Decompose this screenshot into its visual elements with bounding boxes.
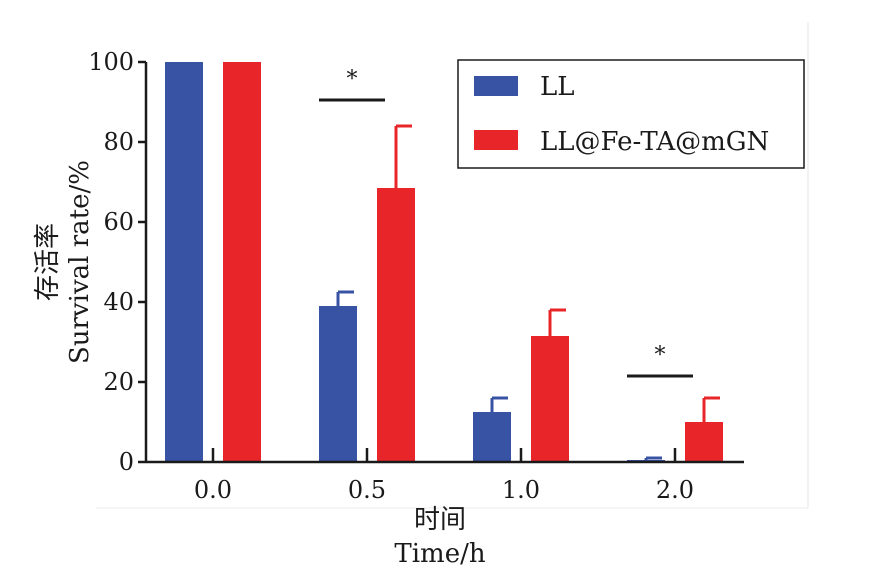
error-bars-layer <box>336 124 720 460</box>
legend-label-ll-fe-ta-mgn: LL@Fe-TA@mGN <box>540 127 769 157</box>
bar-series0-0.0 <box>165 62 203 462</box>
x-tick-label-2.0: 2.0 <box>656 476 694 504</box>
bar-series0-0.5 <box>319 306 357 462</box>
x-tick-label-0.0: 0.0 <box>194 476 232 504</box>
y-tick-label-60: 60 <box>103 208 134 236</box>
x-ticks: 0.0 0.5 1.0 2.0 <box>194 448 694 504</box>
significance-star-0.5: * <box>347 67 358 92</box>
x-axis-label-en: Time/h <box>394 539 485 569</box>
x-axis-label-cn: 时间 <box>414 505 466 535</box>
y-axis-label-cn: 存活率 <box>33 223 63 301</box>
legend: LL LL@Fe-TA@mGN <box>457 59 805 169</box>
legend-swatch-ll <box>474 76 518 96</box>
bars-layer <box>165 62 723 462</box>
bar-series0-1.0 <box>473 412 511 462</box>
x-tick-label-0.5: 0.5 <box>348 476 386 504</box>
bar-series1-0.5 <box>377 188 415 462</box>
bar-series1-1.0 <box>531 336 569 462</box>
y-tick-label-80: 80 <box>103 128 134 156</box>
y-tick-label-40: 40 <box>103 288 134 316</box>
x-tick-label-1.0: 1.0 <box>502 476 540 504</box>
bar-series1-2.0 <box>685 422 723 462</box>
bar-series1-0.0 <box>223 62 261 462</box>
y-tick-label-20: 20 <box>103 368 134 396</box>
y-ticks: 0 20 40 60 80 100 <box>88 48 146 476</box>
significance-star-2.0: * <box>655 343 666 368</box>
y-tick-label-100: 100 <box>88 48 134 76</box>
legend-label-ll: LL <box>540 72 575 102</box>
significance-layer: ** <box>319 67 693 378</box>
legend-swatch-ll-fe-ta-mgn <box>474 130 518 150</box>
y-tick-label-0: 0 <box>119 448 134 476</box>
y-axis-label-en: Survival rate/% <box>65 160 95 364</box>
